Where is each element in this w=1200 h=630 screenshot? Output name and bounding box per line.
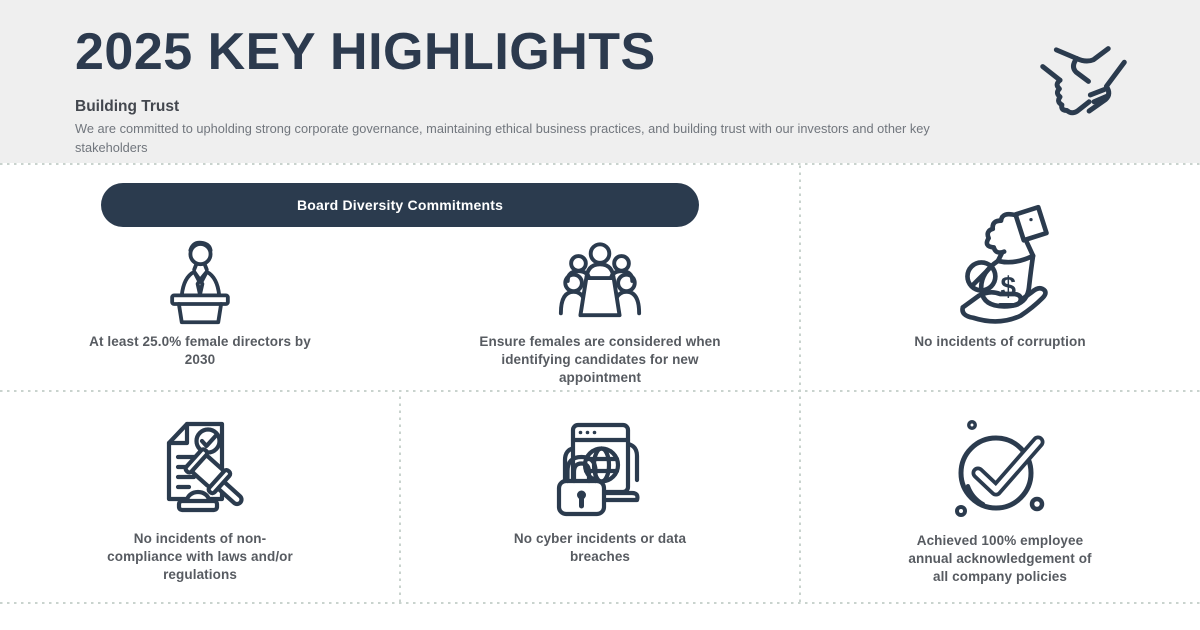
card-corruption: $ No incidents of corruption	[800, 163, 1200, 390]
page-title: 2025 KEY HIGHLIGHTS	[75, 23, 656, 81]
card-compliance: No incidents of non-compliance with laws…	[0, 390, 400, 602]
card-label: Achieved 100% employee annual acknowledg…	[908, 533, 1092, 585]
grid-line-horizontal-bottom	[0, 602, 1200, 604]
card-label: No cyber incidents or data breaches	[513, 531, 687, 565]
card-label: No incidents of non-compliance with laws…	[107, 531, 293, 583]
handshake-icon	[1018, 26, 1154, 138]
check-circle-icon	[944, 412, 1056, 524]
header-band: 2025 KEY HIGHLIGHTS Building Trust We ar…	[0, 0, 1200, 163]
card-policies: Achieved 100% employee annual acknowledg…	[800, 390, 1200, 602]
card-female-directors: At least 25.0% female directors by 2030	[0, 235, 400, 387]
grid-line-horizontal-middle	[0, 390, 1200, 392]
podium-speaker-icon	[152, 235, 248, 325]
section-badge: Board Diversity Commitments	[101, 183, 699, 227]
card-cyber: No cyber incidents or data breaches	[400, 390, 800, 602]
card-label: Ensure females are considered when ident…	[479, 334, 721, 386]
header-description: We are committed to upholding strong cor…	[75, 121, 930, 155]
grid-line-horizontal-top	[0, 163, 1200, 165]
secure-browser-icon	[544, 412, 656, 522]
grid-line-vertical-bottom-left	[399, 390, 401, 602]
grid-line-vertical-right	[799, 163, 801, 602]
dollar-glyph: $	[1001, 272, 1017, 303]
board-diversity-items: At least 25.0% female directors by 2030	[0, 235, 800, 387]
section-subtitle: Building Trust	[75, 98, 180, 115]
card-female-candidates: Ensure females are considered when ident…	[400, 235, 800, 387]
card-label: At least 25.0% female directors by 2030	[89, 334, 311, 368]
legal-gavel-icon	[145, 412, 255, 522]
anti-bribery-icon: $	[941, 201, 1059, 325]
section-badge-label: Board Diversity Commitments	[296, 197, 504, 213]
card-label: No incidents of corruption	[914, 334, 1086, 350]
board-diversity-section: Board Diversity Commitments	[0, 163, 800, 390]
board-meeting-icon	[551, 235, 649, 325]
